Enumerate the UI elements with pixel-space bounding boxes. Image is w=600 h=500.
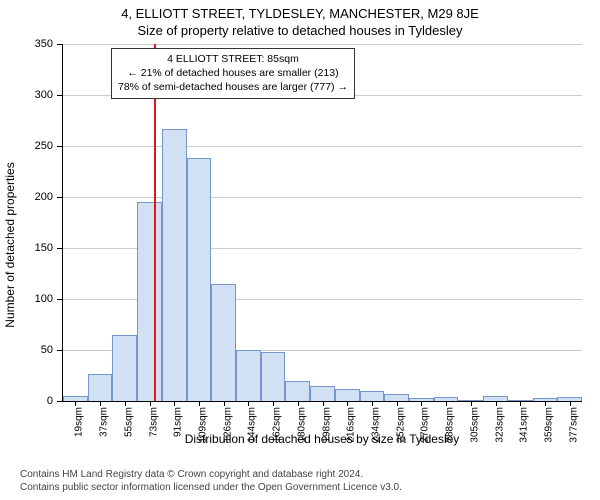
y-tick-label: 300 bbox=[35, 89, 53, 101]
x-tick bbox=[397, 401, 398, 406]
y-tick bbox=[57, 299, 63, 300]
x-tick bbox=[545, 401, 546, 406]
y-tick bbox=[57, 248, 63, 249]
y-tick bbox=[57, 146, 63, 147]
footer: Contains HM Land Registry data © Crown c… bbox=[0, 464, 600, 500]
y-tick-label: 100 bbox=[35, 293, 53, 305]
callout-line: 78% of semi-detached houses are larger (… bbox=[118, 80, 348, 94]
x-tick bbox=[570, 401, 571, 406]
y-tick bbox=[57, 44, 63, 45]
y-tick-label: 0 bbox=[47, 395, 53, 407]
x-tick bbox=[150, 401, 151, 406]
y-tick-label: 350 bbox=[35, 38, 53, 50]
x-tick bbox=[372, 401, 373, 406]
callout-line: ← 21% of detached houses are smaller (21… bbox=[118, 66, 348, 80]
grid-line bbox=[63, 44, 582, 45]
x-tick bbox=[100, 401, 101, 406]
histogram-bar bbox=[137, 202, 162, 401]
callout-box: 4 ELLIOTT STREET: 85sqm← 21% of detached… bbox=[111, 48, 355, 99]
histogram-bar bbox=[360, 391, 385, 401]
histogram-bar bbox=[236, 350, 261, 401]
x-tick bbox=[273, 401, 274, 406]
x-tick bbox=[75, 401, 76, 406]
histogram-bar bbox=[88, 374, 113, 401]
histogram-bar bbox=[211, 284, 236, 401]
y-tick-label: 150 bbox=[35, 242, 53, 254]
y-tick-label: 200 bbox=[35, 191, 53, 203]
histogram-bar bbox=[112, 335, 137, 401]
x-tick bbox=[125, 401, 126, 406]
callout-line: 4 ELLIOTT STREET: 85sqm bbox=[118, 52, 348, 66]
histogram-bar bbox=[261, 352, 286, 401]
histogram-bar bbox=[384, 394, 409, 401]
page-title: 4, ELLIOTT STREET, TYLDESLEY, MANCHESTER… bbox=[0, 0, 600, 21]
y-tick-label: 50 bbox=[41, 344, 53, 356]
histogram-bar bbox=[310, 386, 335, 401]
histogram-bar bbox=[335, 389, 360, 401]
histogram-bar bbox=[285, 381, 310, 401]
histogram-bar bbox=[162, 129, 187, 401]
x-tick bbox=[323, 401, 324, 406]
y-tick-label: 250 bbox=[35, 140, 53, 152]
footer-copyright: Contains HM Land Registry data © Crown c… bbox=[20, 468, 580, 481]
plot-area: 05010015020025030035019sqm37sqm55sqm73sq… bbox=[62, 44, 582, 402]
x-tick bbox=[496, 401, 497, 406]
x-tick bbox=[520, 401, 521, 406]
x-tick bbox=[347, 401, 348, 406]
x-tick bbox=[298, 401, 299, 406]
x-tick bbox=[248, 401, 249, 406]
x-tick bbox=[174, 401, 175, 406]
x-tick bbox=[421, 401, 422, 406]
x-tick bbox=[446, 401, 447, 406]
y-tick bbox=[57, 197, 63, 198]
histogram-bar bbox=[187, 158, 212, 401]
footer-licence: Contains public sector information licen… bbox=[20, 481, 580, 494]
y-tick bbox=[57, 95, 63, 96]
x-tick bbox=[471, 401, 472, 406]
chart-container: Number of detached properties 0501001502… bbox=[0, 44, 600, 446]
y-tick bbox=[57, 350, 63, 351]
y-tick bbox=[57, 401, 63, 402]
page-subtitle: Size of property relative to detached ho… bbox=[0, 21, 600, 38]
grid-line bbox=[63, 197, 582, 198]
y-axis-label: Number of detached properties bbox=[3, 162, 17, 327]
x-tick bbox=[199, 401, 200, 406]
x-axis-label: Distribution of detached houses by size … bbox=[62, 432, 582, 446]
x-tick bbox=[224, 401, 225, 406]
grid-line bbox=[63, 146, 582, 147]
